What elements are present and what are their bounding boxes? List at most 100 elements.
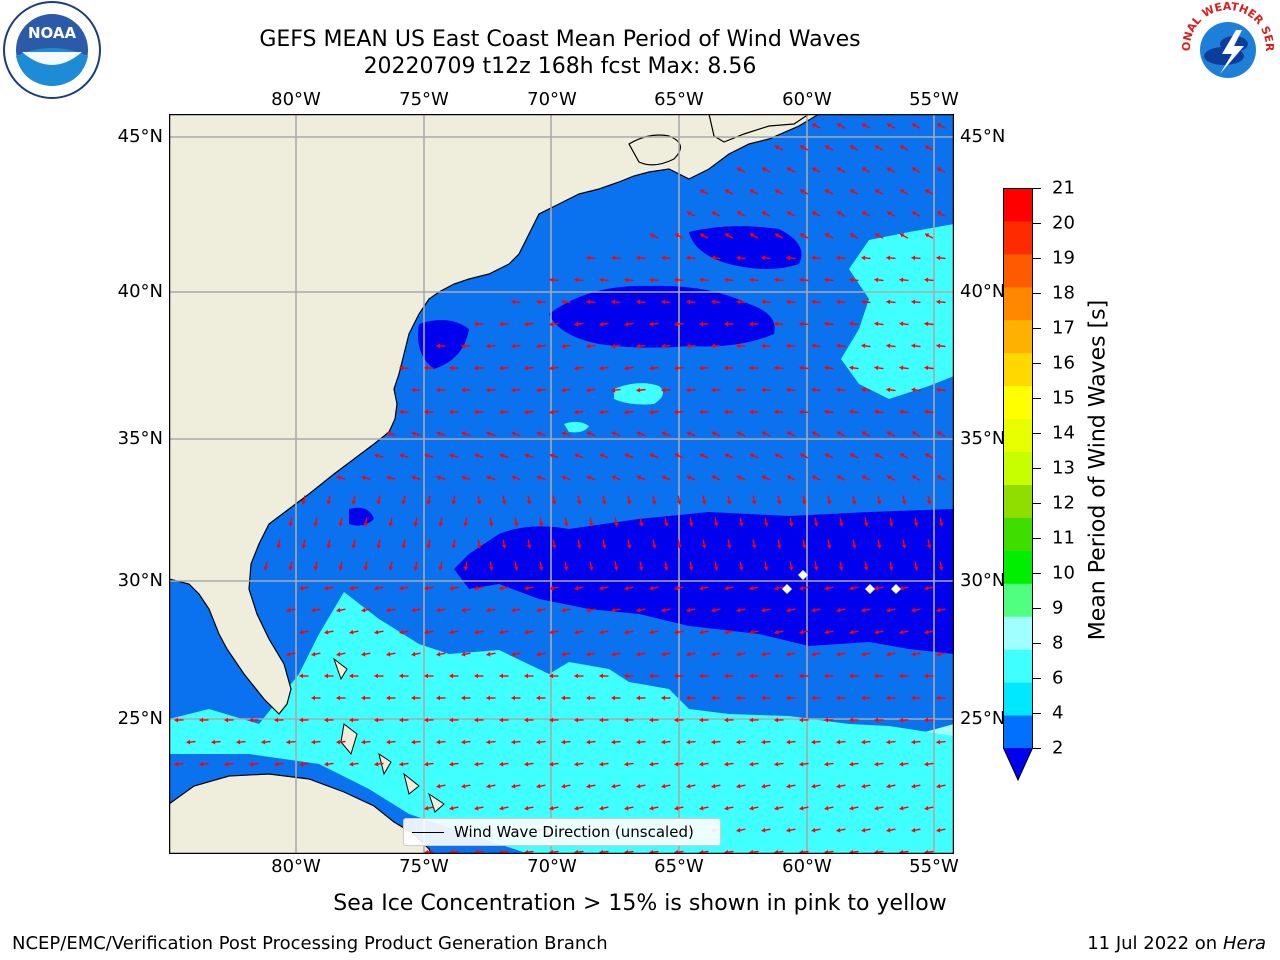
wave-direction-arrow [361, 607, 371, 613]
wave-direction-arrow [924, 277, 934, 283]
wave-direction-arrow [799, 365, 809, 371]
wave-direction-arrow [449, 409, 459, 415]
wave-direction-arrow [661, 651, 671, 657]
wave-direction-arrow [461, 739, 471, 745]
wave-direction-arrow [911, 739, 921, 745]
wave-direction-arrow [411, 607, 421, 613]
wave-direction-arrow [551, 539, 557, 549]
wave-direction-arrow [561, 387, 571, 393]
wave-direction-arrow [661, 783, 671, 789]
wave-direction-arrow [436, 387, 446, 393]
wave-direction-arrow [626, 495, 632, 505]
wave-direction-arrow [686, 255, 696, 261]
wave-direction-arrow [674, 453, 684, 459]
wave-direction-arrow [511, 475, 521, 481]
wave-direction-arrow [651, 495, 657, 505]
wave-direction-arrow [586, 651, 596, 657]
colorbar-tick-label: 20 [1052, 212, 1075, 234]
wave-direction-arrow [424, 585, 434, 591]
wave-direction-arrow [586, 387, 596, 393]
colorbar-segment [1003, 319, 1033, 354]
wave-direction-arrow [936, 167, 946, 173]
wave-direction-arrow [924, 145, 934, 151]
wave-direction-arrow [361, 475, 371, 481]
wave-direction-arrow [938, 561, 944, 571]
colorbar-segment [1003, 682, 1033, 716]
wave-direction-arrow [549, 277, 559, 283]
wave-direction-arrow [236, 739, 246, 745]
wave-direction-arrow [326, 495, 332, 505]
colorbar-tick-label: 12 [1052, 492, 1075, 514]
wave-direction-arrow [661, 343, 671, 349]
colorbar-tick-label: 15 [1052, 387, 1075, 409]
wave-direction-arrow [699, 761, 709, 767]
wave-direction-arrow [699, 585, 709, 591]
wave-direction-arrow [611, 475, 621, 481]
wave-direction-arrow [436, 475, 446, 481]
wave-direction-arrow [311, 651, 321, 657]
wave-direction-arrow [586, 607, 596, 613]
wave-direction-arrow [449, 453, 459, 458]
colorbar [1003, 188, 1033, 788]
wave-direction-arrow [486, 695, 496, 701]
wave-direction-arrow [811, 299, 821, 305]
wave-direction-arrow [736, 607, 746, 613]
wave-direction-arrow [888, 517, 894, 527]
wave-direction-arrow [899, 673, 909, 679]
wave-direction-arrow [899, 761, 909, 767]
wave-direction-arrow [736, 739, 746, 745]
wave-direction-arrow [499, 409, 509, 415]
wave-direction-arrow [699, 629, 709, 635]
wave-direction-arrow [736, 431, 746, 437]
wave-direction-arrow [649, 233, 659, 239]
wave-direction-arrow [824, 761, 834, 767]
wave-direction-arrow [461, 475, 471, 481]
wave-direction-arrow [536, 343, 546, 349]
wave-direction-arrow [699, 673, 709, 679]
wave-direction-arrow [486, 651, 496, 657]
wave-direction-arrow [824, 145, 834, 151]
colorbar-tick-label: 21 [1052, 177, 1075, 199]
wave-direction-arrow [524, 409, 534, 415]
wave-direction-arrow [374, 453, 384, 459]
wave-direction-arrow [536, 431, 546, 437]
wave-direction-arrow [524, 453, 534, 459]
wave-direction-arrow [199, 717, 209, 723]
wave-direction-arrow [499, 453, 509, 459]
wave-direction-arrow [686, 607, 696, 613]
wave-direction-arrow [526, 539, 532, 549]
wave-direction-arrow [674, 233, 684, 239]
wave-direction-arrow [511, 387, 521, 393]
wave-direction-arrow [711, 783, 721, 789]
wave-direction-arrow [874, 277, 884, 283]
wave-direction-arrow [751, 495, 757, 505]
wave-direction-arrow [826, 539, 832, 549]
wave-direction-arrow [599, 585, 609, 591]
lat-label-right: 40°N [960, 281, 1006, 302]
wave-direction-arrow [349, 673, 359, 679]
wave-direction-arrow [799, 629, 809, 635]
wave-direction-arrow [513, 561, 519, 571]
wave-direction-arrow [736, 827, 746, 833]
wave-direction-arrow [711, 475, 721, 481]
wave-direction-arrow [761, 475, 771, 481]
wave-direction-arrow [899, 365, 909, 371]
wave-direction-arrow [636, 343, 646, 349]
wave-direction-arrow [836, 123, 846, 129]
wave-direction-arrow [774, 189, 784, 195]
wave-direction-arrow [486, 387, 496, 393]
wave-direction-arrow [924, 453, 934, 459]
wave-direction-arrow [511, 739, 521, 745]
wave-direction-arrow [399, 365, 409, 371]
wave-direction-arrow [376, 539, 382, 549]
wave-direction-arrow [901, 539, 907, 549]
wave-direction-arrow [761, 211, 771, 217]
wave-direction-arrow [886, 211, 896, 217]
wave-direction-arrow [474, 409, 484, 415]
wave-direction-arrow [699, 321, 709, 327]
wave-direction-arrow [401, 495, 407, 505]
wave-direction-arrow [524, 321, 534, 327]
wave-direction-arrow [574, 585, 584, 591]
wave-direction-arrow [349, 629, 359, 635]
wave-direction-arrow [674, 321, 684, 327]
